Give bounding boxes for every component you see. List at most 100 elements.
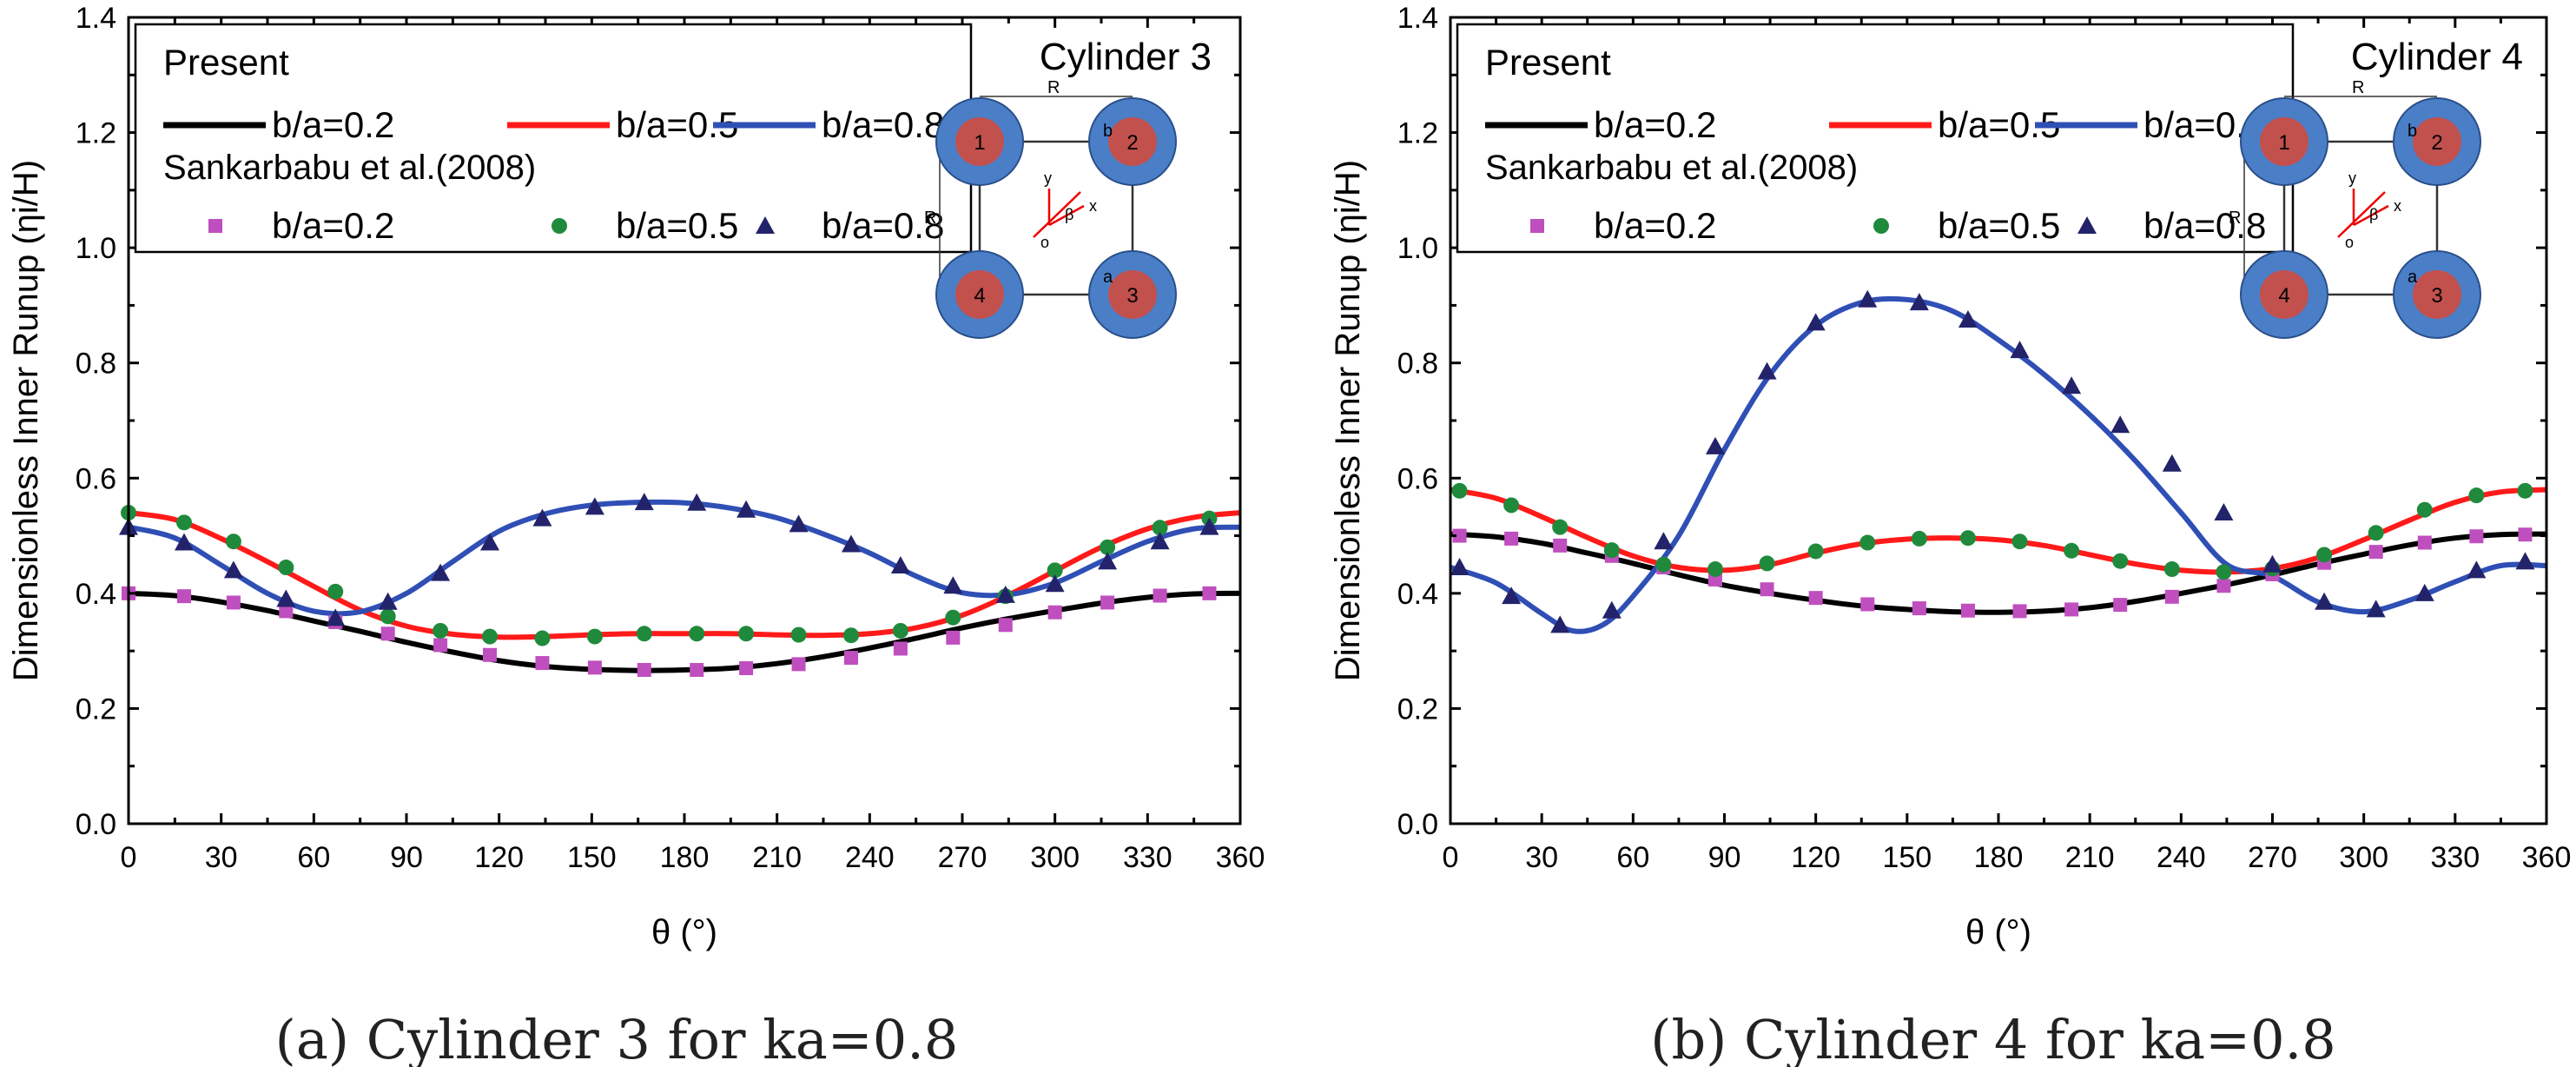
x-tick-label: 180 [660,841,710,874]
incident-wave-arrow [1033,191,1081,238]
cylinder-label-1: 1 [2278,131,2289,155]
data-point-b/a=0.5 [892,622,908,639]
data-point-b/a=0.8 [890,556,910,574]
data-point-b/a=0.8 [585,497,604,515]
legend-marker-b/a=0.2 [1530,219,1544,233]
data-point-b/a=0.2 [2368,545,2383,560]
data-point-b/a=0.5 [586,628,603,645]
data-point-b/a=0.5 [2517,482,2533,499]
cylinder-label-3: 3 [1126,284,1138,308]
y-tick-label: 1.2 [1397,117,1438,150]
legend-ref-label-b/a=0.2: b/a=0.2 [272,205,394,246]
data-point-b/a=0.2 [587,660,602,675]
data-point-b/a=0.2 [1912,601,1926,616]
data-point-b/a=0.2 [2469,529,2484,544]
cylinder-label-3: 3 [2431,284,2442,308]
legend-box [1456,23,2295,254]
data-point-b/a=0.5 [2368,525,2384,541]
series-line-b/a=0.2 [1450,531,2547,615]
cylinder-inner-3 [1108,270,1157,319]
y-tick-label: 1.2 [76,117,116,150]
data-point-b/a=0.2 [998,618,1013,633]
data-point-b/a=0.2 [433,638,448,653]
data-point-b/a=0.8 [995,585,1015,603]
data-point-b/a=0.5 [2416,501,2433,518]
x-tick-label: 30 [1525,841,1558,874]
x-tick-label: 210 [2065,841,2115,874]
data-point-b/a=0.2 [2012,604,2027,619]
cylinder-label-2: 2 [2431,131,2442,155]
data-point-b/a=0.2 [1808,591,1823,606]
data-point-b/a=0.8 [1806,313,1826,331]
data-point-b/a=0.2 [226,595,241,610]
cylinder-inner-1 [955,117,1004,166]
data-point-b/a=0.8 [842,534,861,553]
axis-label-origin: o [2345,234,2354,251]
y-tick-label: 0.2 [1397,693,1438,726]
data-point-b/a=0.2 [1047,605,1062,620]
cylinder-inner-4 [955,270,1004,319]
incident-wave-arrow [2337,191,2386,238]
y-tick-label: 0.2 [76,693,116,726]
data-point-b/a=0.8 [175,533,194,551]
data-point-b/a=0.5 [2064,542,2080,559]
cylinder-label-1: 1 [974,131,985,155]
x-tick-label: 180 [1974,841,2024,874]
data-point-b/a=0.5 [1655,556,1672,573]
legend-marker-b/a=0.8 [2077,216,2097,234]
figure-caption: (a) Cylinder 3 for ka=0.8 [275,1008,959,1067]
x-tick-label: 90 [1708,841,1741,874]
legend-label-b/a=0.2: b/a=0.2 [1594,104,1716,145]
data-point-b/a=0.8 [2010,341,2030,359]
x-tick-label: 240 [845,841,895,874]
x-tick-label: 270 [938,841,987,874]
data-point-b/a=0.8 [326,608,346,626]
dimension-label-a: a [1103,268,1113,287]
y-tick-label: 0.0 [76,808,116,841]
data-point-b/a=0.2 [690,663,704,678]
chart-title: Cylinder 4 [2351,36,2523,78]
data-point-b/a=0.2 [1860,597,1875,612]
data-point-b/a=0.2 [739,661,754,676]
data-point-b/a=0.5 [2468,487,2485,504]
legend-label-b/a=0.2: b/a=0.2 [272,104,394,145]
series-line-b/a=0.8 [128,499,1241,617]
array-square [2282,140,2439,296]
data-point-b/a=0.2 [2518,527,2533,542]
data-point-b/a=0.8 [1705,436,1725,454]
data-point-b/a=0.2 [1452,528,1467,543]
dimension-label-R-left: R [924,209,936,228]
cylinder-label-4: 4 [2278,284,2289,308]
y-tick-label: 1.4 [1397,2,1438,35]
legend-box [134,23,973,254]
cylinder-label-4: 4 [974,284,985,308]
data-point-b/a=0.5 [843,627,859,644]
data-point-b/a=0.8 [1858,289,1878,308]
data-point-b/a=0.5 [482,628,498,645]
cylinder-inner-4 [2260,270,2308,319]
figure-caption: (b) Cylinder 4 for ka=0.8 [1650,1008,2335,1067]
chart-title: Cylinder 3 [1040,36,1212,78]
data-point-b/a=0.8 [1502,587,1522,605]
x-axis-label: θ (°) [651,913,717,951]
data-point-b/a=0.2 [1153,588,1167,603]
x-tick-label: 60 [297,841,330,874]
series-line-b/a=0.5 [1450,487,2547,575]
y-tick-label: 0.6 [1397,462,1438,495]
axis-label-y: y [1044,169,1052,187]
data-point-b/a=0.5 [636,626,652,642]
data-point-b/a=0.8 [431,563,451,581]
data-point-b/a=0.8 [276,589,296,607]
legend-marker-b/a=0.8 [756,216,775,234]
data-point-b/a=0.5 [1859,534,1876,551]
data-point-b/a=0.2 [637,663,651,678]
data-point-b/a=0.2 [279,604,294,619]
x-tick-label: 240 [2157,841,2206,874]
cylinder-inner-1 [2260,117,2308,166]
array-square [978,140,1134,296]
data-point-b/a=0.5 [790,626,807,643]
series-group [119,493,1241,678]
data-point-b/a=0.8 [2315,592,2335,610]
angle-label-beta: β [2369,206,2378,223]
data-point-b/a=0.5 [380,608,396,625]
